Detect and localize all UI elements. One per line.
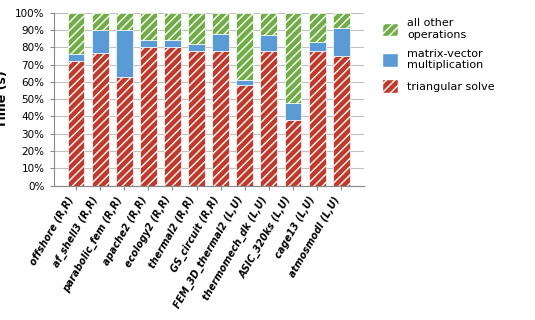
Bar: [140, 47, 157, 186]
Bar: [140, 13, 157, 40]
Bar: [212, 13, 229, 34]
Bar: [67, 61, 85, 186]
Bar: [116, 30, 133, 77]
Bar: [164, 47, 181, 186]
Bar: [164, 40, 181, 47]
Bar: [309, 13, 326, 42]
Bar: [309, 42, 326, 51]
Bar: [333, 56, 350, 186]
Bar: [333, 28, 350, 56]
Bar: [164, 13, 181, 40]
Bar: [285, 120, 302, 186]
Bar: [140, 40, 157, 47]
Bar: [285, 13, 302, 103]
Bar: [212, 34, 229, 51]
Bar: [236, 85, 253, 186]
Bar: [261, 35, 277, 51]
Bar: [261, 13, 277, 35]
Bar: [188, 51, 205, 186]
Bar: [212, 51, 229, 186]
Bar: [261, 51, 277, 186]
Bar: [236, 13, 253, 80]
Bar: [309, 51, 326, 186]
Bar: [188, 13, 205, 44]
Bar: [116, 13, 133, 30]
Bar: [91, 13, 109, 30]
Y-axis label: Time (s): Time (s): [0, 70, 10, 128]
Bar: [236, 80, 253, 85]
Bar: [91, 52, 109, 186]
Legend: all other
operations, matrix-vector
multiplication, triangular solve: all other operations, matrix-vector mult…: [382, 18, 495, 93]
Bar: [333, 13, 350, 28]
Bar: [188, 44, 205, 51]
Bar: [285, 103, 302, 120]
Bar: [116, 77, 133, 186]
Bar: [91, 30, 109, 52]
Bar: [67, 54, 85, 61]
Bar: [67, 13, 85, 54]
